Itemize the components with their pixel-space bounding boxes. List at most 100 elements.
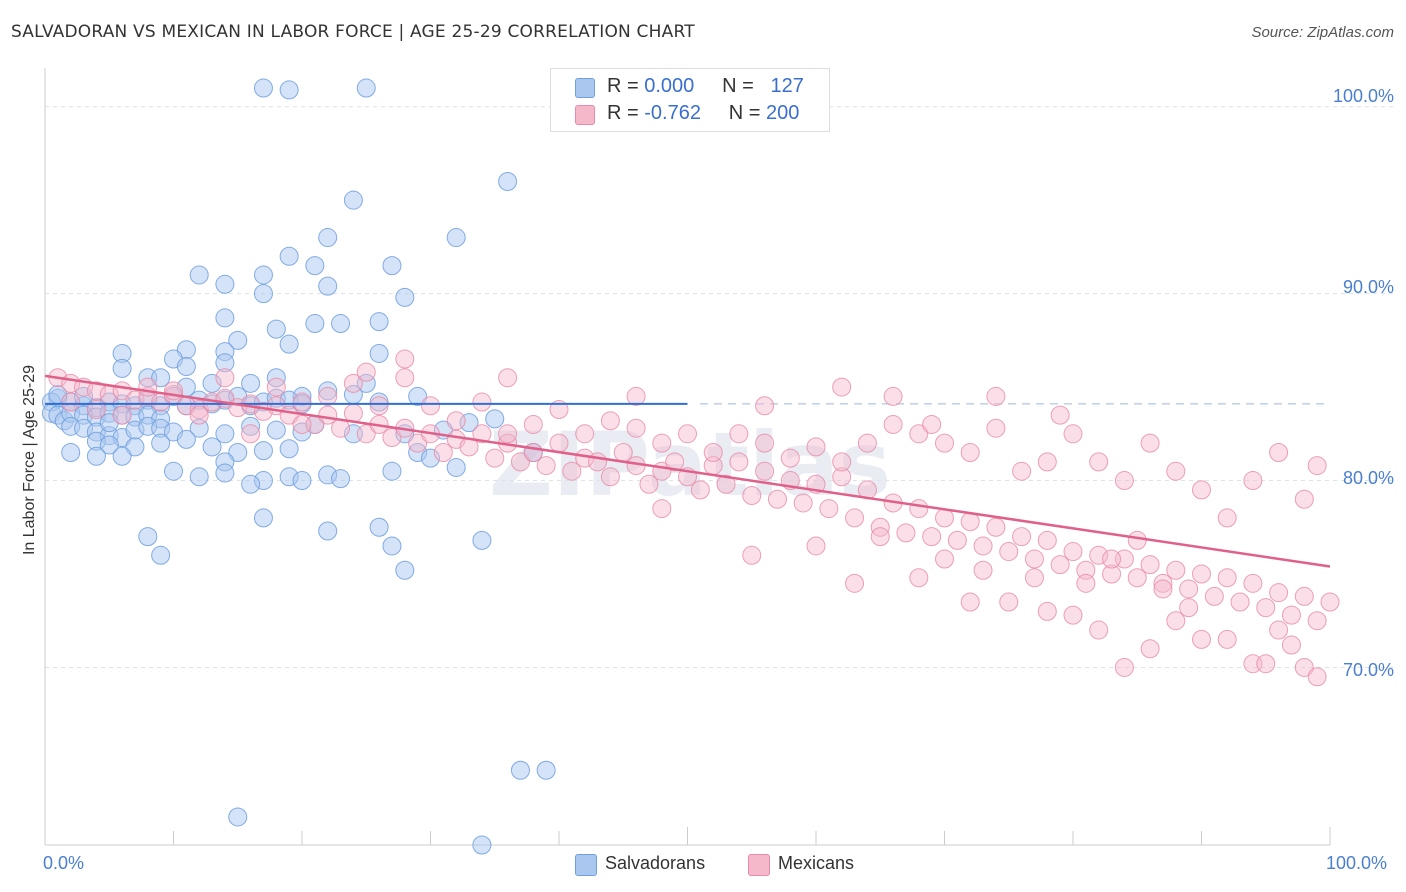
- mexican-point: [1012, 461, 1032, 481]
- mexican-point: [1076, 560, 1096, 580]
- mexican-point: [1024, 568, 1044, 588]
- salvadoran-point: [292, 471, 312, 491]
- mexican-point: [729, 424, 749, 444]
- mexican-point: [266, 377, 286, 397]
- y-tick-label: 70.0%: [1342, 660, 1394, 680]
- salvadoran-point: [318, 276, 338, 296]
- salvadoran-point: [112, 358, 132, 378]
- mexican-point: [1217, 508, 1237, 528]
- mexican-point: [292, 392, 312, 412]
- salvadoran-point: [279, 246, 299, 266]
- salvadoran-point: [510, 760, 530, 780]
- mexican-point: [1230, 592, 1250, 612]
- mexican-point: [241, 424, 261, 444]
- salvadoran-point: [86, 446, 106, 466]
- mexican-point: [986, 517, 1006, 537]
- watermark: ZIPatlas: [489, 413, 891, 516]
- x-tick-label: 100.0%: [1326, 853, 1388, 873]
- mexican-point: [909, 424, 929, 444]
- mexican-point: [1281, 635, 1301, 655]
- mexican-point: [1089, 620, 1109, 640]
- legend-label: Mexicans: [778, 853, 855, 873]
- mexican-point: [1204, 586, 1224, 606]
- legend-text: R = 0.000 N = 127: [607, 75, 804, 98]
- mexican-point: [678, 424, 697, 444]
- n-value: 127: [770, 75, 804, 97]
- salvadoran-point: [485, 409, 505, 429]
- mexican-point: [716, 474, 736, 494]
- mexican-point: [1153, 573, 1173, 593]
- mexican-point: [652, 499, 672, 519]
- mexican-point: [1127, 568, 1147, 588]
- salvadoran-point: [228, 443, 248, 462]
- mexican-trendline: [44, 374, 1331, 568]
- mexican-point: [189, 405, 209, 425]
- mexican-point: [1037, 452, 1057, 472]
- salvadoran-point: [318, 228, 338, 248]
- r-label: R =: [607, 75, 645, 97]
- mexican-point: [832, 377, 852, 397]
- mexican-point: [1294, 489, 1314, 509]
- mexican-point: [1217, 629, 1237, 649]
- mexican-point: [395, 349, 415, 369]
- mexican-point: [1256, 654, 1276, 674]
- mexican-point: [1269, 443, 1289, 462]
- mexican-point: [935, 508, 954, 528]
- salvadoran-point: [215, 308, 235, 328]
- mexican-point: [433, 443, 453, 462]
- salvadoran-point: [112, 446, 132, 466]
- r-value: -0.762: [644, 102, 701, 124]
- mexican-point: [408, 433, 428, 453]
- salvadoran-point: [253, 78, 273, 98]
- mexican-point: [806, 536, 826, 556]
- mexican-point: [343, 373, 363, 393]
- salvadoran-point: [266, 420, 286, 440]
- mexican-point: [498, 424, 518, 444]
- mexican-point: [845, 573, 865, 593]
- mexican-point: [1269, 583, 1289, 603]
- mexican-point: [819, 499, 839, 519]
- mexican-point: [600, 467, 620, 487]
- mexican-point: [896, 523, 916, 543]
- mexican-point: [1217, 568, 1237, 588]
- y-tick-label: 90.0%: [1342, 277, 1394, 297]
- mexican-point: [1153, 579, 1173, 599]
- mexican-point: [1140, 433, 1160, 453]
- mexican-point: [1063, 605, 1083, 625]
- salvadoran-point: [253, 284, 273, 304]
- salvadoran-point: [189, 418, 209, 438]
- mexican-point: [857, 433, 877, 453]
- salvadoran-point: [151, 433, 171, 453]
- mexican-point: [369, 396, 389, 416]
- salvadoran-point: [125, 437, 145, 457]
- mexican-point: [845, 508, 865, 528]
- salvadoran-point: [369, 343, 389, 363]
- salvadoran-swatch: [575, 854, 597, 876]
- salvadoran-point: [228, 330, 248, 350]
- mexican-point: [742, 485, 762, 505]
- salvadoran-point: [472, 835, 492, 855]
- mexican-point: [922, 527, 942, 547]
- x-tick-label: 0.0%: [43, 853, 85, 873]
- salvadoran-point: [382, 461, 402, 481]
- mexican-point: [421, 396, 440, 416]
- mexican-point: [112, 405, 132, 425]
- mexican-point: [909, 499, 929, 519]
- mexican-point: [742, 545, 762, 565]
- mexican-point: [1089, 545, 1109, 565]
- salvadoran-point: [164, 461, 183, 481]
- n-label: N =: [728, 102, 767, 124]
- mexican-point: [575, 424, 595, 444]
- mexican-point: [793, 493, 813, 513]
- salvadoran-point: [151, 545, 171, 565]
- salvadoran-point: [138, 527, 158, 547]
- mexican-point: [1192, 629, 1211, 649]
- salvadoran-point: [61, 443, 81, 462]
- mexican-point: [86, 400, 106, 420]
- mexican-point: [549, 400, 569, 420]
- salvadoran-point: [215, 463, 235, 483]
- salvadoran-point: [253, 265, 273, 285]
- mexican-point: [1179, 579, 1199, 599]
- mexican-point: [1166, 461, 1186, 481]
